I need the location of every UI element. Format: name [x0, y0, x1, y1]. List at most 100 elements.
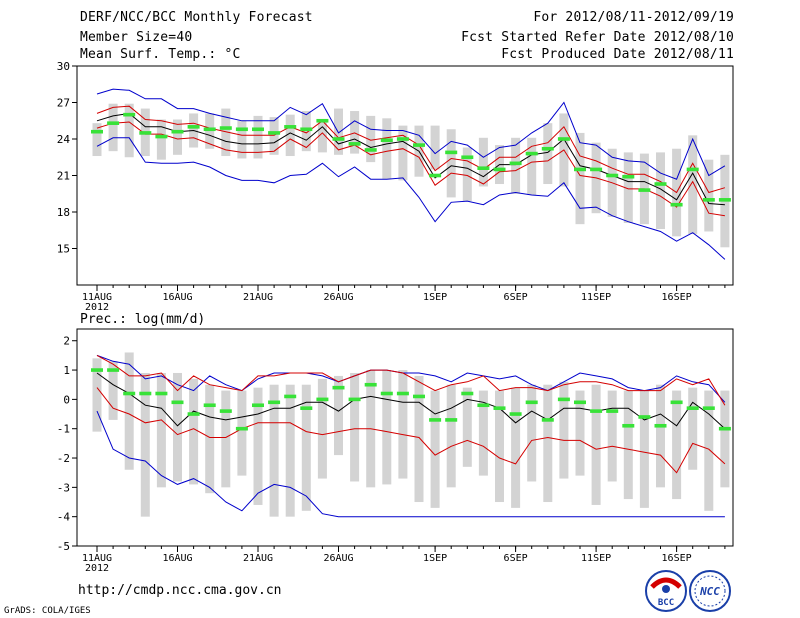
prec-box: [140, 372, 150, 517]
prec-median-mark: [477, 403, 490, 408]
prec-box: [559, 381, 569, 479]
temp-median-mark: [557, 137, 570, 141]
temp-box: [301, 111, 311, 152]
temp-median-mark: [252, 127, 264, 132]
temp-median-mark: [187, 125, 200, 129]
prec-y-tick-label: -1: [57, 423, 70, 436]
prec-median-mark: [557, 397, 570, 402]
prec-box: [189, 378, 199, 485]
temp-box: [511, 137, 521, 194]
temp-median-mark: [606, 173, 619, 178]
prec-median-mark: [670, 400, 683, 405]
ncc-logo-text: NCC: [699, 585, 720, 598]
temp-median-mark: [203, 127, 216, 132]
temp-y-tick-label: 15: [57, 243, 70, 256]
temp-box: [462, 147, 472, 202]
temp-median-mark: [445, 150, 458, 155]
member-size-label: Member Size=40: [80, 30, 193, 45]
prec-median-mark: [654, 423, 667, 428]
prec-year-label: 2012: [85, 563, 109, 574]
prec-median-mark: [268, 400, 281, 405]
temp-x-tick-label: 11AUG: [82, 292, 112, 303]
prec-median-mark: [139, 391, 152, 396]
prec-median-mark: [91, 368, 103, 372]
temp-box: [108, 103, 118, 152]
temp-median-mark: [300, 127, 313, 132]
prec-median-mark: [316, 397, 329, 402]
source-url[interactable]: http://cmdp.ncc.cma.gov.cn: [78, 583, 282, 598]
temp-median-mark: [348, 142, 361, 146]
temp-median-mark: [638, 188, 651, 192]
temp-box: [205, 113, 215, 149]
temp-box: [398, 125, 408, 181]
temp-y-tick-label: 21: [57, 170, 70, 183]
prec-median-mark: [461, 391, 474, 396]
prec-y-tick-label: -3: [57, 481, 70, 494]
temperature-panel-title: Mean Surf. Temp.: °C: [80, 47, 241, 62]
prec-box: [672, 390, 682, 500]
prec-box: [446, 384, 456, 488]
prec-y-tick-label: -2: [57, 452, 70, 465]
temp-median-mark: [91, 129, 103, 134]
temp-median-mark: [219, 126, 232, 130]
prec-box: [398, 370, 408, 479]
temp-median-mark: [268, 131, 281, 135]
temp-x-tick-label: 16AUG: [162, 292, 192, 303]
temp-box: [382, 118, 392, 180]
prec-box: [92, 358, 102, 432]
prec-box: [317, 378, 327, 479]
temp-x-tick-label: 26AUG: [323, 292, 353, 303]
prec-box: [656, 384, 665, 488]
temp-y-tick-label: 30: [57, 60, 70, 73]
prec-box: [591, 384, 601, 505]
prec-x-tick-label: 16SEP: [662, 553, 692, 564]
prec-box: [382, 370, 392, 485]
prec-box: [205, 384, 215, 494]
temp-median-mark: [107, 121, 120, 125]
temp-median-mark: [622, 174, 635, 179]
temp-box: [124, 103, 134, 158]
prec-x-tick-label: 16AUG: [162, 553, 192, 564]
prec-box: [639, 390, 649, 508]
temp-median-mark: [509, 161, 522, 166]
prec-median-mark: [429, 418, 442, 422]
prec-box: [543, 384, 553, 503]
prec-x-tick-label: 26AUG: [323, 553, 353, 564]
prec-median-mark: [445, 418, 458, 422]
temp-box: [221, 108, 231, 157]
prec-plot-frame: [76, 328, 734, 547]
temp-box: [704, 159, 714, 232]
temp-box: [269, 117, 279, 155]
prec-mean-plus-std-line: [96, 354, 726, 406]
prec-box: [623, 390, 633, 500]
chart-title: DERF/NCC/BCC Monthly Forecast: [80, 10, 313, 25]
temp-y-tick-label: 27: [57, 97, 70, 110]
temp-box: [334, 108, 343, 155]
temp-box: [253, 115, 263, 159]
temp-median-mark: [686, 167, 699, 172]
temp-median-mark: [284, 125, 297, 129]
prec-box: [285, 384, 295, 517]
prec-median-mark: [606, 409, 619, 413]
prec-median-mark: [638, 415, 651, 419]
prec-y-tick-label: -4: [57, 511, 71, 524]
forecast-period-label: For 2012/08/11-2012/09/19: [533, 10, 734, 25]
temp-box: [543, 123, 553, 185]
prec-box: [511, 387, 521, 508]
forecast-produced-date-label: Fcst Produced Date 2012/08/11: [501, 47, 734, 62]
prec-median-mark: [686, 406, 699, 410]
prec-median-mark: [332, 385, 345, 390]
prec-median-mark: [187, 412, 200, 416]
temp-median-mark: [718, 198, 731, 202]
prec-box: [108, 361, 118, 420]
temp-median-mark: [235, 127, 248, 132]
temp-median-mark: [461, 155, 474, 160]
prec-median-mark: [252, 403, 264, 408]
temp-y-tick-label: 24: [57, 133, 71, 146]
temp-median-mark: [332, 137, 345, 141]
prec-median-mark: [702, 406, 715, 410]
temp-median-mark: [155, 134, 168, 139]
prec-median-mark: [123, 391, 136, 396]
prec-box: [688, 387, 698, 470]
